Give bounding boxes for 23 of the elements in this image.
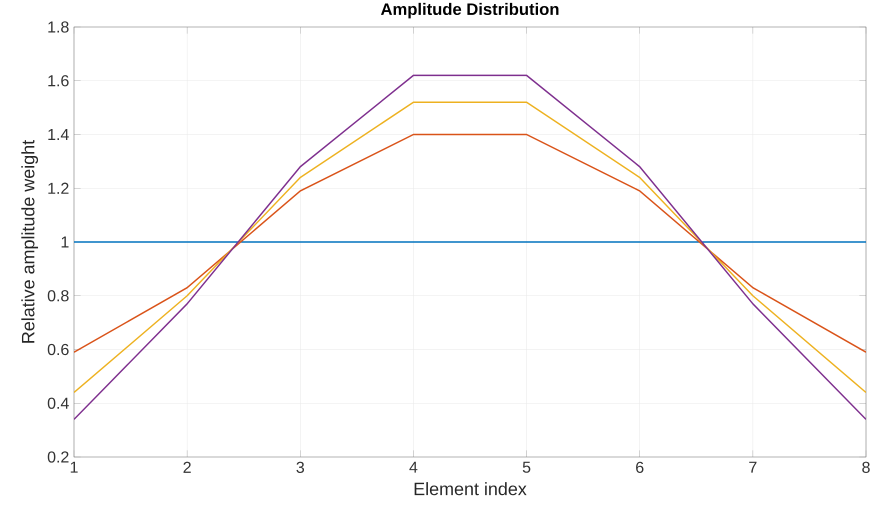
y-tick-label: 1.2 [48,182,69,194]
y-tick-label: 1 [62,236,69,248]
x-tick-label: 4 [409,462,418,473]
y-tick-label: 0.2 [48,451,69,463]
x-axis-title: Element index [414,482,527,496]
chart-title: Amplitude Distribution [380,2,558,18]
y-tick-label: 0.6 [48,344,69,356]
x-tick-label: 1 [70,462,78,473]
y-tick-label: 0.8 [48,290,69,302]
x-tick-label: 3 [296,462,304,473]
y-tick-label: 1.8 [48,21,69,33]
y-tick-label: 1.6 [48,75,69,86]
y-axis-title: Relative amplitude weight [21,140,38,343]
x-tick-label: 6 [636,462,644,473]
x-tick-label: 5 [522,462,530,473]
x-tick-label: 8 [862,462,870,473]
y-tick-label: 1.4 [48,129,69,140]
line-series [74,74,866,420]
line-series [74,102,866,394]
x-tick-label: 7 [749,462,756,473]
y-tick-label: 0.4 [48,398,69,409]
x-tick-label: 2 [184,462,191,473]
line-series [74,134,866,353]
